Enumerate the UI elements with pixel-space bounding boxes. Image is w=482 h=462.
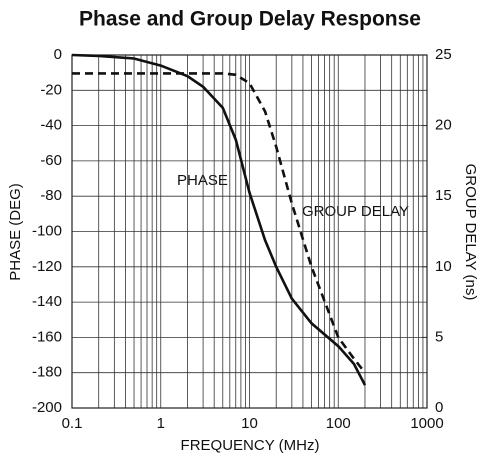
y2-tick-label: 15 — [435, 187, 452, 204]
y2-tick-label: 0 — [435, 399, 443, 416]
y2-axis-label: GROUP DELAY (ns) — [462, 164, 479, 301]
x-tick-label: 1 — [157, 415, 165, 432]
y2-tick-label: 20 — [435, 117, 452, 134]
y-tick-label: -200 — [32, 399, 62, 416]
y-tick-label: -60 — [40, 152, 62, 169]
y-tick-label: -80 — [40, 187, 62, 204]
y-tick-label: -160 — [32, 328, 62, 345]
chart-title: Phase and Group Delay Response — [79, 8, 421, 31]
x-tick-label: 1000 — [410, 415, 443, 432]
y-tick-label: -120 — [32, 258, 62, 275]
plot-frame — [71, 54, 428, 409]
y2-tick-label: 5 — [435, 328, 443, 345]
y-tick-label: 0 — [54, 46, 62, 63]
x-tick-label: 100 — [326, 415, 351, 432]
y-axis-label: PHASE (DEG) — [7, 183, 24, 281]
annotation: GROUP DELAY — [302, 203, 409, 220]
y-tick-label: -180 — [32, 364, 62, 381]
x-axis-label: FREQUENCY (MHz) — [181, 437, 320, 454]
y2-tick-label: 10 — [435, 258, 452, 275]
y-tick-label: -140 — [32, 293, 62, 310]
x-tick-label: 0.1 — [62, 415, 83, 432]
annotation: PHASE — [177, 172, 228, 189]
line-series — [71, 53, 367, 386]
x-tick-label: 10 — [241, 415, 258, 432]
line-series — [72, 72, 367, 374]
y2-tick-label: 25 — [435, 46, 452, 63]
y-tick-label: -20 — [40, 81, 62, 98]
y-tick-label: -100 — [32, 222, 62, 239]
y-tick-label: -40 — [40, 117, 62, 134]
